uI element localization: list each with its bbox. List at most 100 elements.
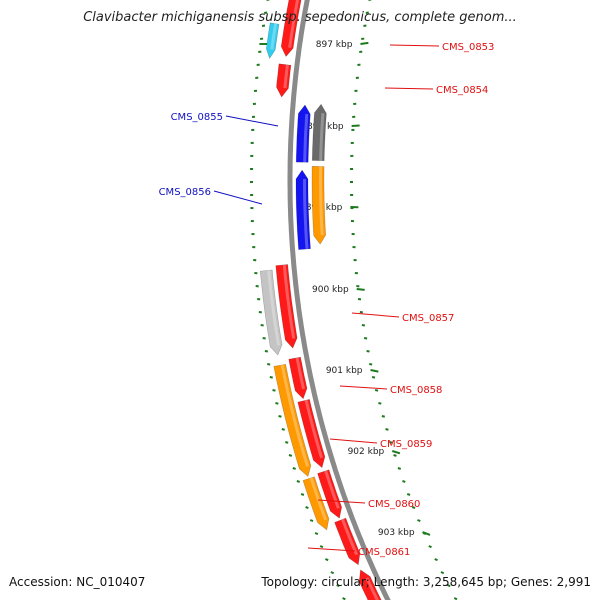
scale-tick-inner bbox=[314, 532, 319, 536]
gene-cms-0858-shade bbox=[295, 357, 305, 390]
genome-info-label: Topology: circular; Length: 3,258,645 bp… bbox=[261, 575, 591, 589]
gene-cms-0854-shade bbox=[283, 64, 289, 89]
gene-cms-0861-shade bbox=[341, 518, 359, 556]
leader-line-0858 bbox=[339, 385, 388, 390]
scale-tick-outer bbox=[447, 584, 451, 588]
scale-tick-inner bbox=[309, 519, 314, 523]
scale-tick-inner bbox=[330, 571, 335, 575]
scale-tick-outer bbox=[440, 571, 445, 575]
scale-tick-inner bbox=[342, 597, 346, 600]
gene-cms-0859-shade bbox=[280, 364, 309, 467]
leader-line-0861 bbox=[307, 547, 356, 552]
leader-line-0854 bbox=[384, 87, 434, 90]
gene-cms-0858 bbox=[288, 356, 308, 400]
gene-label-cms-0861: CMS_0861 bbox=[358, 547, 410, 558]
scale-tick-inner bbox=[288, 454, 293, 457]
leader-line-0856 bbox=[213, 190, 263, 205]
leader-line-0857 bbox=[351, 312, 400, 318]
gene-cms-0862 bbox=[358, 569, 382, 600]
gene-cms-0857-shade bbox=[282, 264, 296, 339]
scale-tick-outer bbox=[366, 350, 370, 353]
scale-tick-inner bbox=[319, 545, 324, 549]
scale-tick-outer bbox=[417, 519, 421, 523]
gene-cms-0862-shade bbox=[365, 577, 380, 600]
gene-cms-0860b bbox=[302, 476, 330, 531]
gene-cms-0860b-shade bbox=[309, 477, 327, 521]
scale-tick-outer bbox=[369, 363, 373, 366]
gene-cms-0859 bbox=[273, 363, 312, 478]
gene-cms-0855 bbox=[295, 104, 311, 163]
gene-cms-0854 bbox=[276, 63, 292, 98]
gene-cms-0855b bbox=[311, 103, 327, 162]
scale-label-902: 902 kbp bbox=[348, 447, 385, 457]
gene-cms-0853-shade bbox=[288, 0, 300, 48]
gene-label-cms-0856: CMS_0856 bbox=[159, 187, 211, 198]
gene-cms-0860-shade bbox=[324, 470, 340, 509]
gene-cms-0853 bbox=[280, 0, 302, 58]
scale-tick-outer bbox=[411, 506, 416, 509]
scale-tick-outer bbox=[428, 545, 432, 549]
scale-label-897: 897 kbp bbox=[316, 40, 353, 50]
scale-tick-outer bbox=[385, 428, 389, 431]
scale-tick-outer bbox=[402, 480, 406, 483]
scale-tick-inner bbox=[300, 493, 305, 496]
genome-backbone bbox=[287, 0, 391, 600]
gene-cms-0856-shade bbox=[303, 179, 309, 249]
scale-tick-outer bbox=[397, 467, 402, 470]
scale-tick-inner bbox=[305, 506, 309, 509]
scale-tick-outer bbox=[374, 389, 379, 392]
gene-cms-0855b-shade bbox=[319, 113, 325, 161]
gene-cms-0857b bbox=[259, 269, 283, 356]
scale-major-tick bbox=[422, 531, 431, 536]
gene-label-cms-0859: CMS_0859 bbox=[380, 439, 432, 450]
scale-tick-inner bbox=[281, 428, 285, 431]
scale-major-tick bbox=[370, 369, 379, 373]
scale-tick-inner bbox=[336, 584, 340, 588]
accession-label: Accession: NC_010407 bbox=[9, 575, 146, 589]
scale-tick-outer bbox=[378, 402, 382, 405]
gene-cms-0856b-shade bbox=[319, 166, 324, 236]
gene-label-cms-0854: CMS_0854 bbox=[436, 85, 488, 96]
scale-major-tick bbox=[360, 41, 369, 45]
scale-tick-outer bbox=[381, 415, 386, 418]
scale-tick-outer bbox=[371, 376, 376, 379]
scale-tick-outer bbox=[434, 558, 438, 562]
leader-line-0853 bbox=[389, 44, 440, 47]
leader-line-0860 bbox=[317, 499, 366, 504]
scale-tick-inner bbox=[269, 376, 273, 379]
gene-cms-0861 bbox=[334, 517, 361, 566]
scale-label-903: 903 kbp bbox=[378, 528, 415, 538]
scale-tick-inner bbox=[278, 415, 282, 418]
scale-tick-inner bbox=[272, 389, 276, 392]
gene-cms-0855-shade bbox=[303, 113, 309, 163]
gene-cms-0859b-shade bbox=[304, 399, 323, 459]
scale-major-tick bbox=[356, 288, 365, 291]
scale-tick-inner bbox=[267, 363, 271, 366]
gene-cms-0853b-shade bbox=[270, 23, 278, 50]
scale-tick-inner bbox=[264, 11, 268, 14]
scale-label-900: 900 kbp bbox=[312, 285, 349, 295]
scale-tick-outer bbox=[365, 11, 369, 14]
gene-cms-0856 bbox=[295, 169, 311, 250]
scale-tick-inner bbox=[296, 480, 301, 483]
map-title: Clavibacter michiganensis subsp. sepedon… bbox=[83, 10, 517, 25]
leader-line-0855 bbox=[225, 115, 279, 127]
gene-cms-0857 bbox=[275, 264, 298, 349]
gene-label-cms-0857: CMS_0857 bbox=[402, 313, 454, 324]
scale-tick-inner bbox=[292, 467, 296, 470]
scale-tick-inner bbox=[325, 558, 329, 562]
leader-line-0859 bbox=[329, 438, 378, 444]
gene-cms-0857b-shade bbox=[267, 270, 281, 346]
scale-label-901: 901 kbp bbox=[326, 366, 363, 376]
scale-tick-inner bbox=[285, 441, 289, 444]
scale-tick-outer bbox=[453, 597, 458, 600]
gene-label-cms-0855: CMS_0855 bbox=[171, 112, 223, 123]
scale-tick-outer bbox=[406, 493, 411, 496]
gene-cms-0856b bbox=[311, 165, 327, 245]
gene-cms-0859b bbox=[297, 399, 326, 469]
scale-tick-outer bbox=[389, 441, 393, 444]
gene-label-cms-0853: CMS_0853 bbox=[442, 42, 494, 53]
scale-major-tick bbox=[391, 450, 401, 455]
